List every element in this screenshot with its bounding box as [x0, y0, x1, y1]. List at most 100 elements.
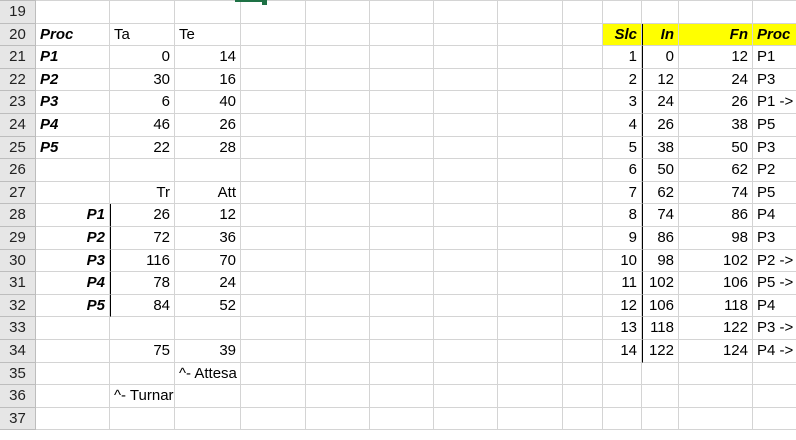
slc-cell[interactable]: 2 — [603, 68, 642, 92]
cell[interactable] — [434, 181, 498, 205]
result-proc-cell[interactable]: P3 — [36, 249, 110, 273]
cell[interactable] — [36, 362, 110, 386]
proc-header[interactable]: Proc — [753, 23, 796, 47]
cell[interactable] — [563, 181, 603, 205]
slice-proc-cell[interactable]: P1 — [753, 46, 796, 69]
cell[interactable] — [434, 272, 498, 295]
cell[interactable] — [370, 407, 434, 431]
fn-cell[interactable]: 98 — [679, 226, 753, 250]
cell[interactable] — [498, 385, 563, 408]
cell[interactable] — [306, 1, 370, 24]
cell[interactable] — [110, 0, 175, 1]
cell[interactable] — [498, 407, 563, 431]
cell[interactable] — [434, 23, 498, 47]
cell[interactable] — [370, 272, 434, 295]
cell[interactable] — [306, 317, 370, 340]
cell[interactable] — [306, 159, 370, 182]
cell[interactable] — [563, 294, 603, 318]
cell[interactable] — [753, 0, 796, 1]
att-header[interactable]: Att — [175, 181, 241, 205]
cell[interactable] — [241, 159, 306, 182]
in-cell[interactable]: 62 — [642, 181, 679, 205]
cell[interactable] — [175, 385, 241, 408]
cell[interactable] — [434, 249, 498, 273]
fn-cell[interactable]: 62 — [679, 159, 753, 182]
row-header[interactable]: 36 — [0, 385, 36, 408]
in-header[interactable]: In — [642, 23, 679, 47]
te-cell[interactable]: 40 — [175, 91, 241, 114]
cell[interactable] — [36, 339, 110, 363]
in-cell[interactable]: 24 — [642, 91, 679, 114]
in-cell[interactable]: 118 — [642, 317, 679, 340]
cell[interactable] — [241, 204, 306, 227]
cell[interactable] — [498, 46, 563, 69]
slice-proc-cell[interactable]: P3 -> FINE — [753, 317, 796, 340]
cell[interactable] — [434, 1, 498, 24]
slc-cell[interactable]: 3 — [603, 91, 642, 114]
slice-proc-cell[interactable]: P3 — [753, 69, 796, 92]
row-header[interactable]: 20 — [0, 23, 36, 47]
att-cell[interactable]: 36 — [175, 226, 241, 250]
tr-cell[interactable]: 78 — [110, 272, 175, 295]
slc-cell[interactable]: 6 — [603, 159, 642, 182]
row-header[interactable]: 21 — [0, 46, 36, 69]
result-proc-cell[interactable]: P4 — [36, 272, 110, 295]
cell[interactable] — [603, 0, 642, 1]
tr-average[interactable]: 75 — [110, 339, 175, 363]
cell[interactable] — [434, 226, 498, 250]
att-cell[interactable]: 52 — [175, 294, 241, 318]
cell[interactable] — [306, 339, 370, 363]
cell[interactable] — [498, 226, 563, 250]
cell[interactable] — [370, 1, 434, 24]
in-cell[interactable]: 122 — [642, 339, 679, 363]
cell[interactable] — [306, 407, 370, 431]
att-cell[interactable]: 24 — [175, 272, 241, 295]
cell[interactable] — [110, 317, 175, 340]
cell[interactable] — [110, 407, 175, 431]
cell[interactable] — [679, 0, 753, 1]
slc-cell[interactable]: 4 — [603, 113, 642, 137]
in-cell[interactable]: 74 — [642, 204, 679, 227]
cell[interactable] — [753, 408, 796, 431]
result-proc-cell[interactable]: P1 — [36, 204, 110, 227]
slice-proc-cell[interactable]: P5 — [753, 114, 796, 137]
row-header[interactable]: 32 — [0, 294, 36, 318]
cell[interactable] — [498, 181, 563, 205]
cell[interactable] — [434, 68, 498, 92]
cell[interactable] — [498, 272, 563, 295]
slc-header[interactable]: Slc — [603, 23, 642, 47]
cell[interactable] — [306, 91, 370, 114]
row-header[interactable]: 29 — [0, 226, 36, 250]
cell[interactable] — [175, 1, 241, 24]
fn-cell[interactable]: 102 — [679, 249, 753, 273]
cell[interactable] — [241, 362, 306, 386]
cell[interactable] — [434, 294, 498, 318]
cell[interactable] — [36, 407, 110, 431]
slice-proc-cell[interactable]: P4 — [753, 204, 796, 227]
row-header[interactable]: 23 — [0, 91, 36, 114]
cell[interactable] — [498, 159, 563, 182]
cell[interactable] — [36, 159, 110, 182]
cell[interactable] — [110, 1, 175, 24]
cell[interactable] — [603, 1, 642, 24]
cell[interactable] — [306, 226, 370, 250]
ta-cell[interactable]: 0 — [110, 46, 175, 69]
attesa-note[interactable]: ^- Attesa Medio — [175, 362, 241, 386]
slice-proc-cell[interactable]: P5 -> FINE — [753, 272, 796, 295]
in-cell[interactable]: 38 — [642, 136, 679, 160]
slc-cell[interactable]: 14 — [603, 339, 642, 363]
cell[interactable] — [241, 1, 306, 24]
cell[interactable] — [498, 136, 563, 160]
cell[interactable] — [563, 385, 603, 408]
cell[interactable] — [603, 407, 642, 431]
cell[interactable] — [753, 385, 796, 408]
in-cell[interactable]: 12 — [642, 68, 679, 92]
cell[interactable] — [563, 113, 603, 137]
cell[interactable] — [36, 1, 110, 24]
cell[interactable] — [36, 0, 110, 1]
cell[interactable] — [306, 385, 370, 408]
result-proc-cell[interactable]: P5 — [36, 294, 110, 318]
cell[interactable] — [175, 159, 241, 182]
cell[interactable] — [370, 181, 434, 205]
cell[interactable] — [563, 159, 603, 182]
